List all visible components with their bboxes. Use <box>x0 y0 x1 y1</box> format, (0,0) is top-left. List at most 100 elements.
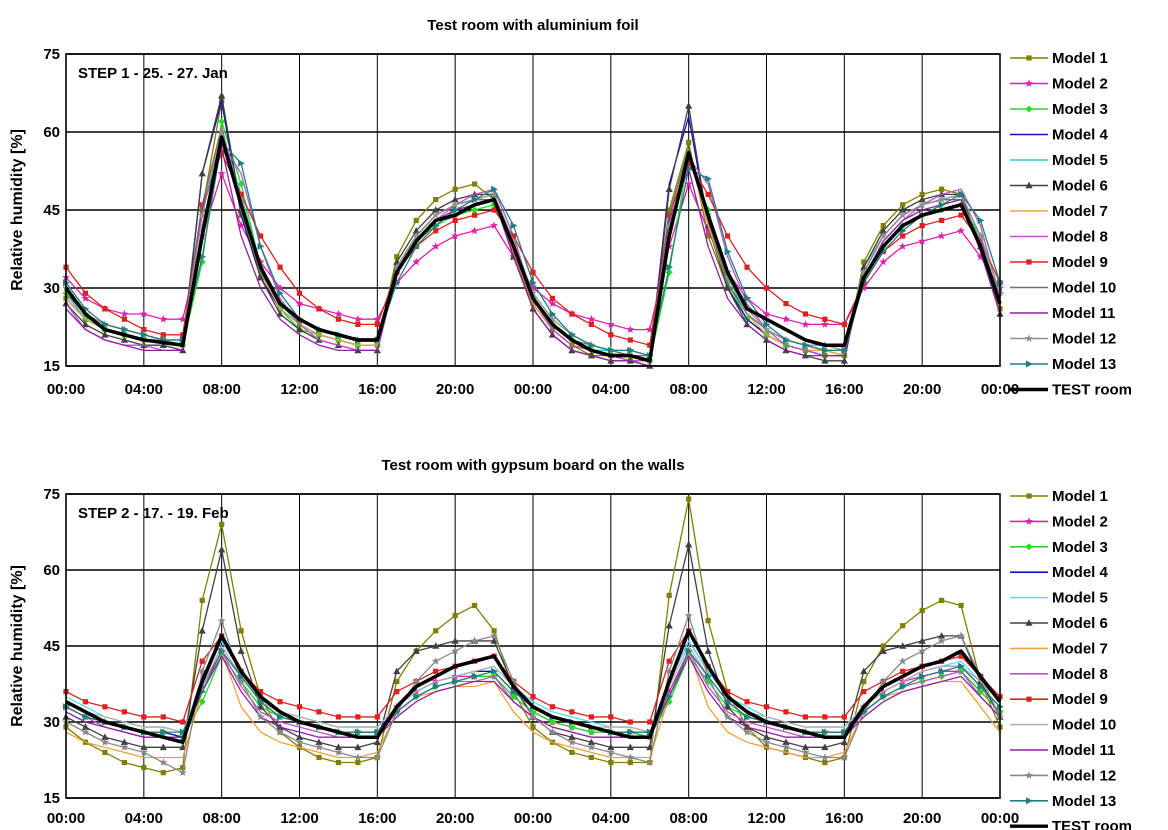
data-point <box>938 201 946 209</box>
x-tick-label: 04:00 <box>125 381 163 398</box>
legend-label: Model 2 <box>1052 76 1108 93</box>
data-point <box>860 667 868 675</box>
data-point <box>354 743 362 751</box>
data-point <box>101 320 109 328</box>
data-point <box>433 628 439 634</box>
data-point <box>900 668 906 674</box>
data-point <box>490 631 499 640</box>
data-point <box>178 768 187 777</box>
data-point <box>841 728 849 736</box>
data-point <box>102 749 108 755</box>
data-point <box>120 738 128 746</box>
y-tick-label: 60 <box>43 124 60 141</box>
x-tick-label: 08:00 <box>669 810 707 827</box>
data-point <box>548 315 557 323</box>
data-point <box>198 169 206 177</box>
data-point <box>432 206 440 213</box>
x-tick-label: 00:00 <box>981 381 1019 398</box>
x-tick-label: 20:00 <box>436 810 474 827</box>
data-point <box>685 540 693 548</box>
data-point <box>938 667 946 675</box>
data-point <box>257 698 265 706</box>
data-point <box>744 713 751 721</box>
legend-label: Model 1 <box>1052 50 1108 67</box>
legend-label: Model 7 <box>1052 640 1108 657</box>
legend-label: Model 2 <box>1052 513 1108 530</box>
data-point <box>548 727 557 736</box>
data-point <box>353 315 362 323</box>
data-point <box>763 285 770 291</box>
data-point <box>295 733 304 740</box>
data-point <box>704 226 713 235</box>
data-point <box>549 295 556 301</box>
data-point <box>549 704 556 710</box>
data-point <box>841 346 849 354</box>
step-annotation: STEP 2 - 17. - 19. Feb <box>78 505 229 522</box>
data-point <box>918 200 927 209</box>
data-point <box>257 233 264 239</box>
legend: Model 1 Model 2 Model 3 Model 4 Model 5 Model… <box>1010 488 1132 830</box>
data-point <box>120 743 129 751</box>
data-point <box>685 102 693 109</box>
data-point <box>976 252 985 261</box>
data-point <box>472 212 478 218</box>
legend-label: Model 3 <box>1052 101 1108 118</box>
data-point <box>81 294 90 302</box>
data-point <box>198 667 207 675</box>
data-point <box>432 682 440 691</box>
data-point <box>879 257 888 266</box>
legend-label: Model 5 <box>1052 590 1108 607</box>
data-point <box>821 728 829 736</box>
data-point <box>160 714 166 720</box>
data-point <box>159 315 168 323</box>
data-point <box>861 259 867 265</box>
data-point <box>451 231 460 240</box>
data-point <box>334 309 343 318</box>
legend: Model 1 Model 2 Model 3 Model 4 Model 5 Model… <box>1010 50 1132 399</box>
data-point <box>471 672 479 680</box>
data-point <box>256 703 265 710</box>
data-point <box>840 738 848 746</box>
data-point <box>121 759 127 766</box>
data-point <box>529 712 537 721</box>
data-point <box>218 118 226 126</box>
data-point <box>588 321 594 327</box>
chart-title: Test room with gypsum board on the walls <box>381 457 684 474</box>
data-point <box>510 693 518 701</box>
data-point <box>880 223 886 229</box>
data-point <box>472 181 478 187</box>
data-point <box>159 743 167 751</box>
legend-label: Model 12 <box>1052 331 1116 348</box>
data-point <box>491 207 497 213</box>
data-point <box>237 221 246 229</box>
data-point <box>724 698 732 706</box>
data-point <box>470 226 479 235</box>
data-point <box>412 227 420 234</box>
data-point <box>705 672 712 680</box>
legend-label: Model 11 <box>1052 305 1115 322</box>
data-point <box>178 315 187 323</box>
data-point <box>102 704 108 710</box>
data-point <box>491 185 498 193</box>
data-point <box>822 714 828 720</box>
data-point <box>627 346 635 354</box>
test-room-line <box>65 629 1002 744</box>
data-point <box>452 186 458 192</box>
data-point <box>588 341 596 349</box>
data-point <box>218 647 226 655</box>
data-point <box>938 632 946 639</box>
data-point <box>452 217 458 223</box>
data-point <box>316 306 322 312</box>
data-point <box>334 743 343 751</box>
data-point <box>763 704 770 710</box>
x-tick-label: 04:00 <box>592 381 630 398</box>
data-point <box>937 231 946 240</box>
data-point <box>587 743 596 751</box>
data-point <box>686 160 692 166</box>
data-point <box>879 677 888 685</box>
data-point <box>899 642 907 649</box>
data-point <box>121 316 127 322</box>
x-tick-label: 12:00 <box>747 810 785 827</box>
data-point <box>198 211 207 219</box>
data-point <box>686 139 692 145</box>
